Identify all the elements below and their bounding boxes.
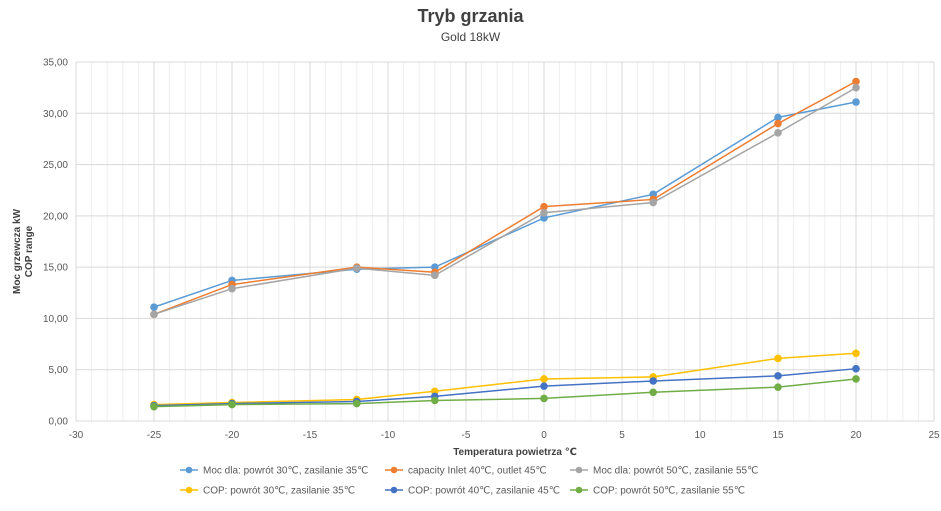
y-tick-label: 25,00 <box>43 160 68 171</box>
data-point-series-4 <box>540 375 548 383</box>
legend-entry: COP: powrót 50℃, zasilanie 55℃ <box>593 486 745 497</box>
data-point-series-3 <box>431 271 439 280</box>
data-point-series-3 <box>150 310 158 319</box>
y-tick-label: 20,00 <box>43 211 68 222</box>
data-point-series-3 <box>353 264 361 272</box>
x-tick-label: -5 <box>462 430 471 441</box>
series-line-2 <box>153 80 857 316</box>
data-point-series-1 <box>774 113 782 122</box>
legend-marker <box>390 466 398 474</box>
data-point-series-5 <box>649 377 658 385</box>
legend-entry: COP: powrót 30℃, zasilanie 35℃ <box>203 486 355 497</box>
legend-entry: Moc dla: powrót 50℃, zasilanie 55℃ <box>593 466 758 477</box>
data-point-series-6 <box>228 400 236 409</box>
data-point-series-5 <box>540 382 548 390</box>
data-point-series-2 <box>774 119 782 128</box>
legend-marker <box>390 486 398 494</box>
y-tick-label: 0,00 <box>49 417 69 428</box>
data-point-series-4 <box>774 354 782 363</box>
data-point-series-4 <box>852 349 860 358</box>
data-point-series-6 <box>540 394 548 403</box>
x-tick-label: 15 <box>772 430 784 441</box>
x-tick-label: 25 <box>928 430 940 441</box>
data-point-series-3 <box>649 198 658 207</box>
chart-title: Tryb grzania <box>417 6 524 26</box>
chart-subtitle: Gold 18kW <box>440 30 501 44</box>
legend-marker <box>575 466 583 474</box>
data-point-series-6 <box>431 396 439 405</box>
x-tick-label: 20 <box>850 430 862 441</box>
x-tick-label: 0 <box>541 430 547 441</box>
data-point-series-3 <box>228 284 236 293</box>
x-tick-label: -10 <box>381 430 396 441</box>
data-point-series-3 <box>540 208 548 217</box>
y-tick-label: 10,00 <box>43 314 68 325</box>
legend-marker <box>575 486 583 494</box>
legend-entry: COP: powrót 40℃, zasilanie 45℃ <box>408 486 560 497</box>
data-point-series-2 <box>852 77 860 86</box>
data-point-series-1 <box>852 98 860 106</box>
legend-entry: capacity Inlet 40℃, outlet 45℃ <box>408 466 547 477</box>
data-point-series-1 <box>150 303 158 311</box>
series-line-6 <box>153 378 857 408</box>
x-tick-label: 5 <box>619 430 625 441</box>
data-point-series-5 <box>774 372 782 380</box>
series-line-3 <box>153 86 857 316</box>
data-point-series-3 <box>774 128 782 137</box>
legend-marker <box>185 466 193 474</box>
data-point-series-3 <box>852 83 860 92</box>
data-point-series-5 <box>852 364 860 373</box>
x-tick-label: -30 <box>69 430 84 441</box>
x-tick-label: 10 <box>694 430 706 441</box>
x-tick-label: -20 <box>225 430 240 441</box>
x-axis-title: Temperatura powietrza ℃ <box>453 447 577 458</box>
series-line-5 <box>153 367 857 407</box>
series-line-4 <box>153 352 857 406</box>
data-point-series-6 <box>353 399 361 408</box>
data-point-series-6 <box>649 388 658 397</box>
series-line-1 <box>153 101 857 308</box>
data-point-series-6 <box>150 402 158 411</box>
y-tick-label: 30,00 <box>43 109 68 120</box>
y-axis-title-line-2: COP range <box>24 225 35 277</box>
y-tick-label: 15,00 <box>43 263 68 274</box>
x-tick-label: -25 <box>147 430 162 441</box>
data-point-series-6 <box>852 375 860 383</box>
legend-entry: Moc dla: powrót 30℃, zasilanie 35℃ <box>203 466 368 477</box>
y-tick-label: 5,00 <box>49 365 69 376</box>
y-axis-title-line-1: Moc grzewcza kW <box>12 208 23 294</box>
data-point-series-2 <box>540 202 548 211</box>
x-tick-label: -15 <box>303 430 318 441</box>
y-tick-label: 35,00 <box>43 58 68 69</box>
legend-marker <box>185 486 193 494</box>
data-point-series-6 <box>774 383 782 391</box>
